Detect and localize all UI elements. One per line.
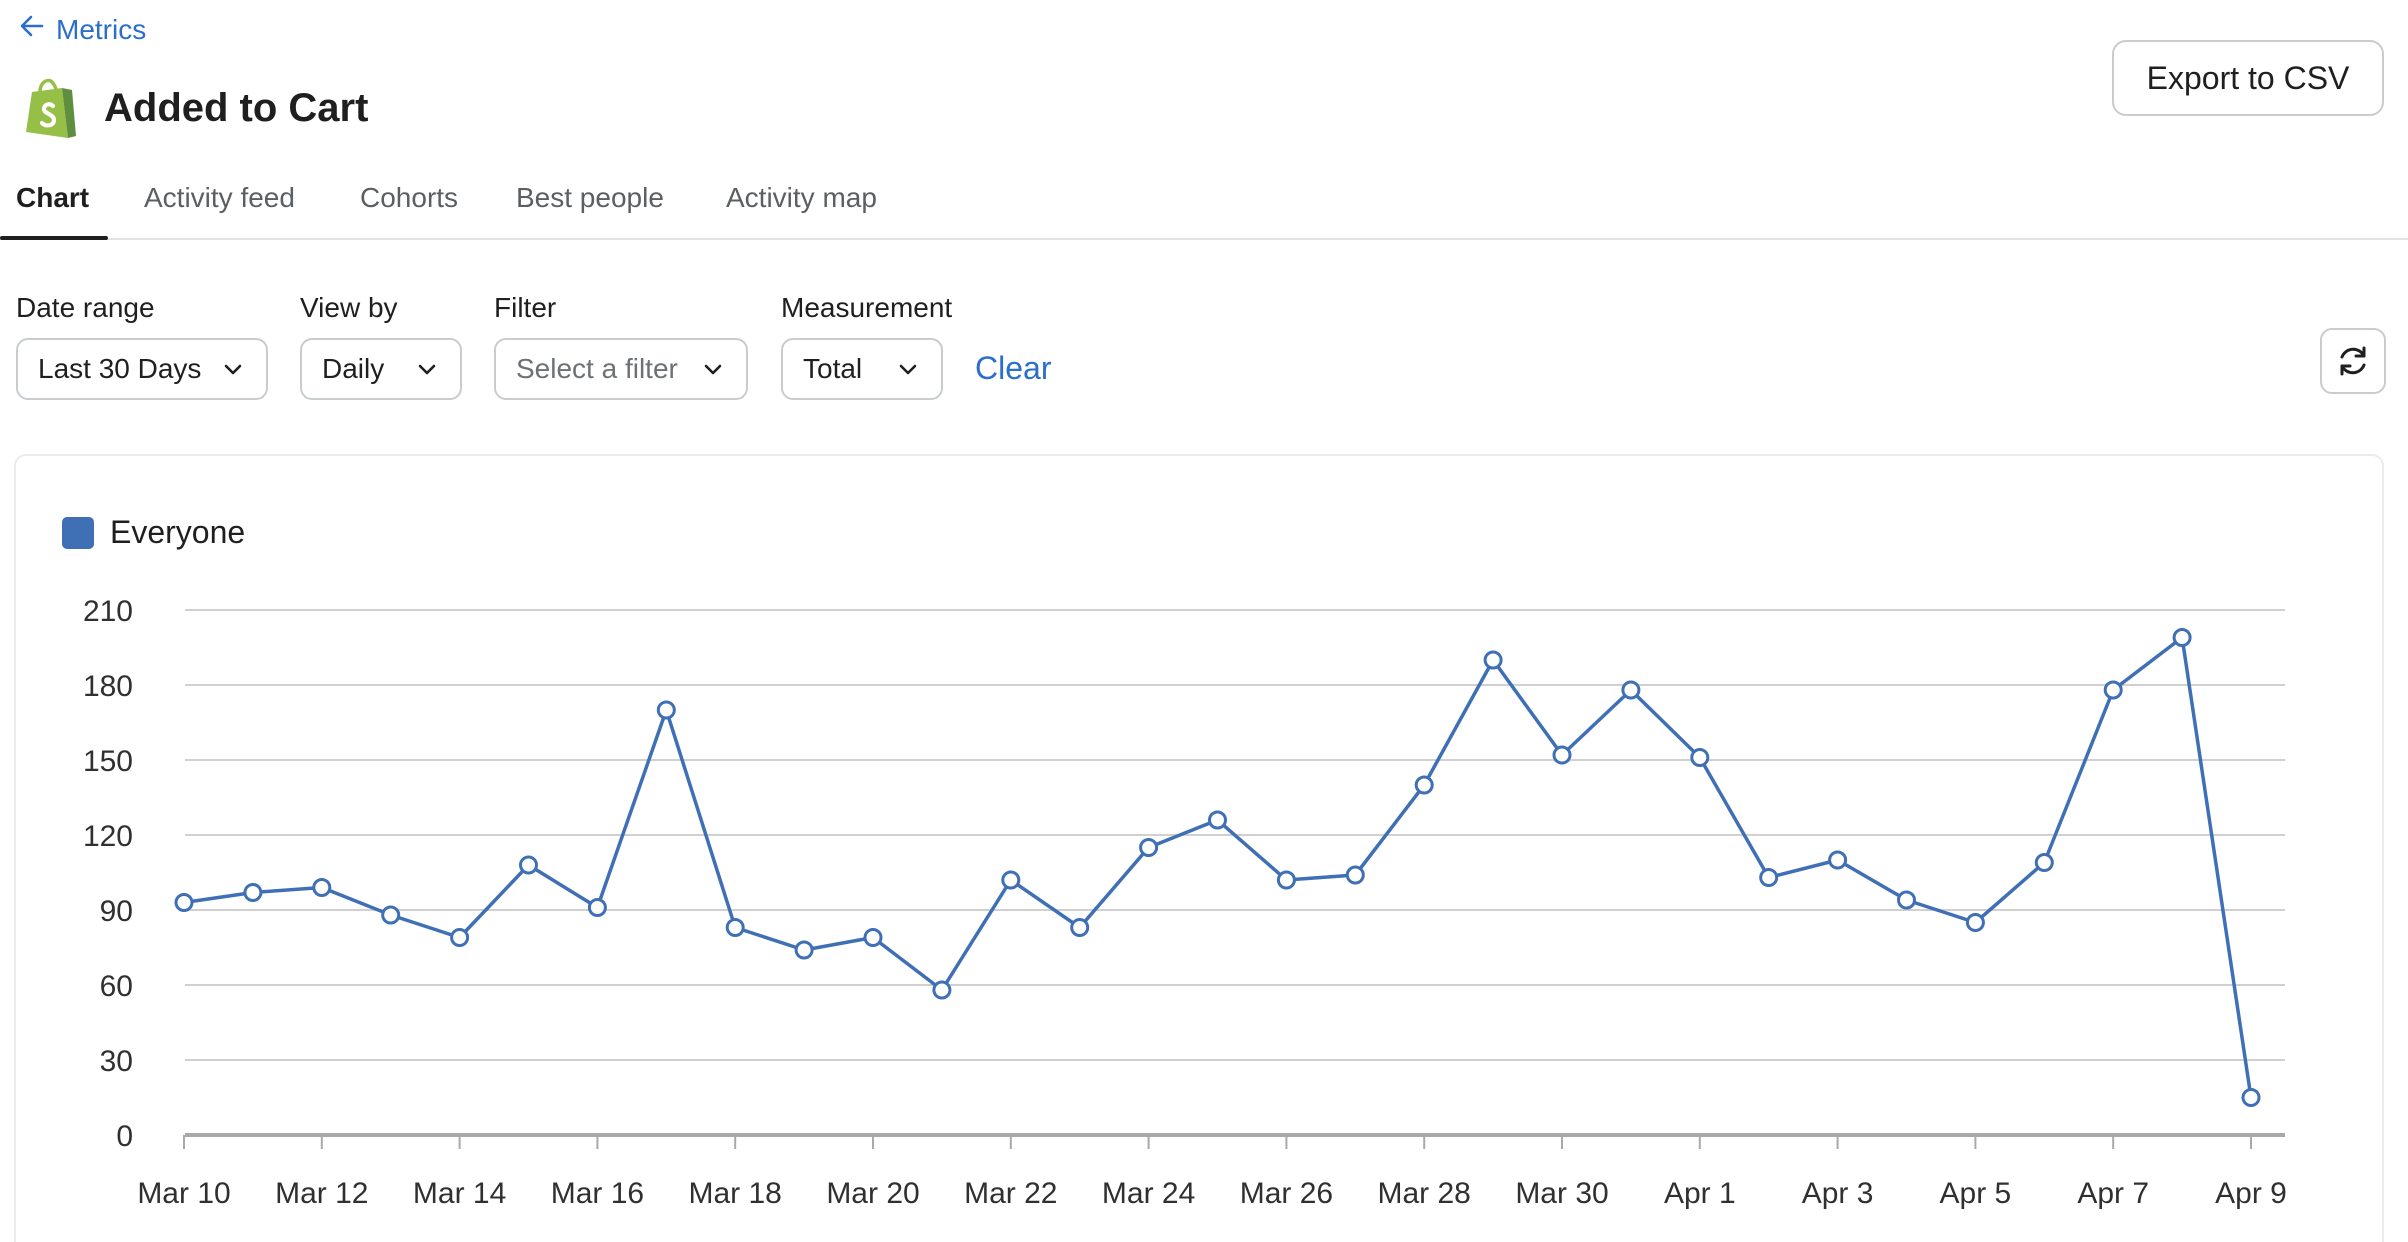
back-link-label[interactable]: Metrics — [56, 13, 147, 45]
measurement-select[interactable]: Total — [781, 338, 943, 400]
legend-swatch — [62, 516, 94, 549]
view-by-value: Daily — [322, 353, 385, 384]
date-range-value: Last 30 Days — [38, 353, 202, 384]
shopify-bag-icon — [22, 76, 80, 140]
refresh-button[interactable] — [2320, 328, 2386, 394]
chart-legend: Everyone — [62, 514, 245, 551]
date-range-select[interactable]: Last 30 Days — [16, 338, 268, 400]
measurement-label: Measurement — [781, 292, 953, 323]
view-by-label: View by — [300, 292, 398, 323]
measurement-value: Total — [803, 353, 863, 384]
tab-activity-map[interactable]: Activity map — [726, 182, 877, 214]
view-by-select[interactable]: Daily — [300, 338, 462, 400]
tab-best-people-label: Best people — [516, 182, 664, 213]
filter-select[interactable]: Select a filter — [494, 338, 748, 400]
chevron-down-icon — [704, 364, 722, 375]
filter-placeholder: Select a filter — [516, 353, 678, 384]
back-to-metrics-link[interactable]: Metrics — [16, 10, 146, 49]
tab-cohorts[interactable]: Cohorts — [360, 182, 458, 214]
chart-card — [14, 454, 2384, 1242]
filter-label: Filter — [494, 292, 557, 323]
date-range-label: Date range — [16, 292, 155, 323]
chevron-down-icon — [224, 364, 242, 375]
export-csv-button[interactable]: Export to CSV — [2112, 40, 2384, 116]
page-title: Added to Cart — [104, 85, 369, 130]
active-tab-indicator — [0, 236, 108, 240]
arrow-left-icon — [16, 10, 48, 49]
tab-bar: Chart Activity feed Cohorts Best people … — [0, 160, 2408, 240]
tab-activity-feed-label: Activity feed — [144, 182, 295, 213]
page-header: Added to Cart — [22, 76, 368, 140]
chevron-down-icon — [418, 364, 436, 375]
clear-filters-link[interactable]: Clear — [975, 350, 1052, 386]
tab-activity-map-label: Activity map — [726, 182, 877, 213]
chevron-down-icon — [899, 364, 917, 375]
refresh-icon — [2340, 346, 2366, 376]
tab-cohorts-label: Cohorts — [360, 182, 459, 213]
tab-best-people[interactable]: Best people — [516, 182, 664, 214]
legend-label: Everyone — [110, 514, 246, 550]
tab-activity-feed[interactable]: Activity feed — [144, 182, 295, 214]
tab-chart-label: Chart — [16, 182, 90, 213]
tab-chart[interactable]: Chart — [16, 182, 89, 214]
